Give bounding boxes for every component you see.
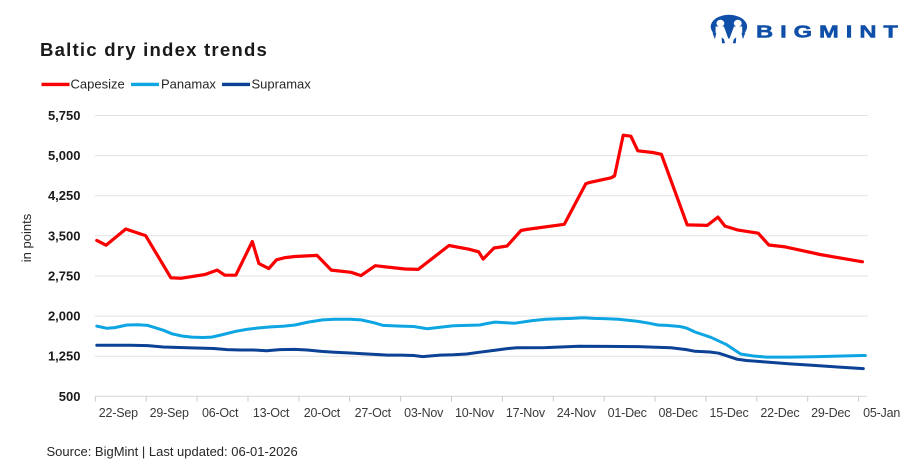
svg-text:5,000: 5,000	[48, 148, 81, 163]
svg-text:2,750: 2,750	[48, 269, 81, 284]
svg-text:05-Jan: 05-Jan	[863, 406, 900, 420]
svg-text:06-Oct: 06-Oct	[202, 406, 239, 420]
svg-text:08-Dec: 08-Dec	[659, 406, 698, 420]
svg-text:22-Sep: 22-Sep	[99, 406, 138, 420]
svg-text:3,500: 3,500	[48, 228, 81, 243]
svg-text:4,250: 4,250	[48, 188, 81, 203]
svg-text:10-Nov: 10-Nov	[455, 406, 495, 420]
svg-text:5,750: 5,750	[48, 108, 81, 123]
svg-text:29-Sep: 29-Sep	[150, 406, 189, 420]
svg-text:Capesize: Capesize	[71, 77, 125, 92]
svg-text:BIGMINT: BIGMINT	[756, 22, 905, 41]
svg-text:22-Dec: 22-Dec	[760, 406, 799, 420]
svg-text:01-Dec: 01-Dec	[608, 406, 647, 420]
svg-text:24-Nov: 24-Nov	[557, 406, 597, 420]
svg-text:1,250: 1,250	[48, 349, 81, 364]
svg-text:in points: in points	[19, 213, 34, 262]
svg-text:Panamax: Panamax	[161, 77, 216, 92]
svg-text:13-Oct: 13-Oct	[253, 406, 290, 420]
svg-text:2,000: 2,000	[48, 309, 81, 324]
svg-text:15-Dec: 15-Dec	[709, 406, 748, 420]
svg-text:20-Oct: 20-Oct	[304, 406, 341, 420]
svg-text:Baltic dry index trends: Baltic dry index trends	[40, 39, 268, 60]
svg-text:03-Nov: 03-Nov	[404, 406, 444, 420]
svg-text:29-Dec: 29-Dec	[811, 406, 850, 420]
svg-text:500: 500	[59, 389, 81, 404]
svg-text:27-Oct: 27-Oct	[355, 406, 392, 420]
svg-text:Supramax: Supramax	[252, 77, 312, 92]
svg-text:17-Nov: 17-Nov	[506, 406, 546, 420]
svg-text:Source: BigMint | Last updated: Source: BigMint | Last updated: 06-01-20…	[47, 444, 298, 459]
